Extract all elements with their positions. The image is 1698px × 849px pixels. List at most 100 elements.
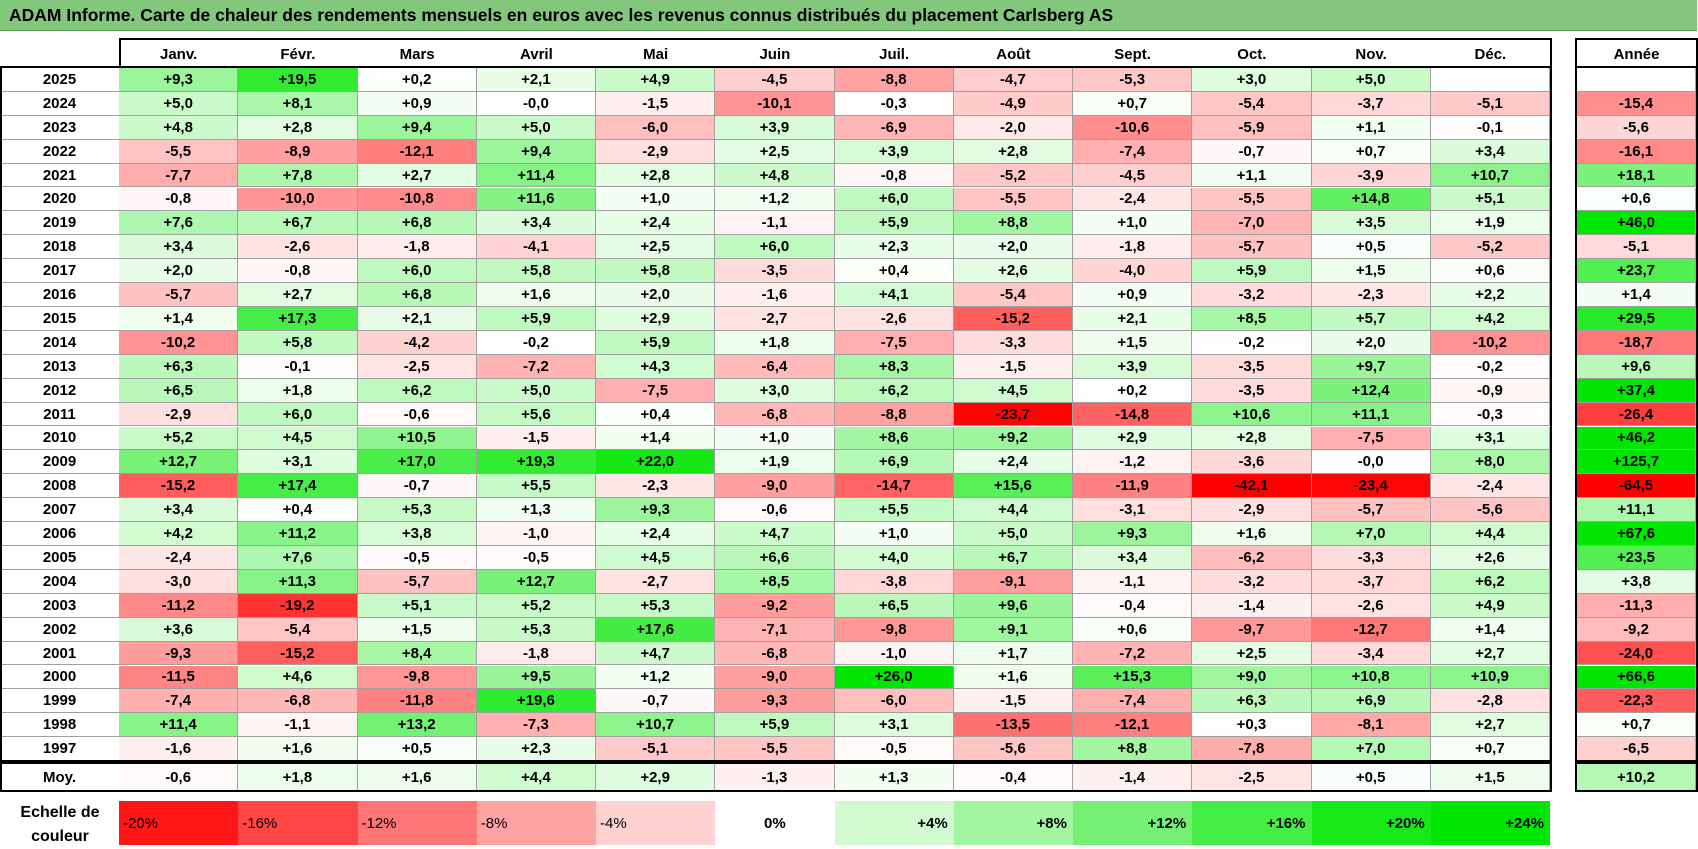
heatmap-cell: +2,7	[357, 163, 477, 188]
heatmap-cell: +9,6	[953, 593, 1073, 618]
heatmap-cell: +17,6	[596, 617, 716, 642]
column-header: Avril	[476, 40, 596, 68]
row-year-label: 1999	[0, 689, 119, 714]
heatmap-cell: -0,7	[357, 474, 477, 499]
heatmap-cell: +3,4	[119, 235, 239, 260]
annual-cell: +23,5	[1577, 546, 1696, 570]
row-year-label: 2015	[0, 307, 119, 331]
heatmap-cell: +19,5	[238, 68, 358, 92]
row-year-label: 2023	[0, 115, 119, 140]
heatmap-cell: -2,8	[1430, 689, 1550, 714]
heatmap-cell: -23,4	[1311, 474, 1431, 499]
heatmap-cell: +5,8	[238, 330, 358, 355]
heatmap-cell: -5,4	[238, 617, 358, 642]
heatmap-cell: +10,7	[1430, 163, 1550, 188]
heatmap-cell: -2,9	[119, 402, 239, 427]
heatmap-cell: +2,4	[953, 450, 1073, 475]
heatmap-cell: -23,7	[953, 402, 1073, 427]
heatmap-cell: +3,8	[357, 522, 477, 546]
heatmap-cell: -0,0	[1311, 450, 1431, 475]
annual-cell: -16,1	[1577, 139, 1696, 164]
heatmap-cell: +26,0	[834, 665, 954, 690]
row-year-label: 2013	[0, 354, 119, 379]
heatmap-cell: +14,8	[1311, 187, 1431, 212]
heatmap-cell: +9,7	[1311, 354, 1431, 379]
heatmap-cell: +5,2	[119, 426, 239, 451]
annual-cell: -5,6	[1577, 115, 1696, 140]
heatmap-cell: -10,6	[1073, 115, 1193, 140]
heatmap-cell: +6,8	[357, 211, 477, 236]
heatmap-cell: -0,5	[357, 546, 477, 570]
heatmap-cell: +15,6	[953, 474, 1073, 499]
heatmap-cell: -7,5	[596, 378, 716, 403]
heatmap-cell: +4,9	[1430, 593, 1550, 618]
column-header: Août	[953, 40, 1073, 68]
heatmap-cell: +1,6	[1192, 522, 1312, 546]
heatmap-cell: +3,1	[834, 713, 954, 738]
heatmap-cell: +7,6	[119, 211, 239, 236]
heatmap-cell: -1,5	[953, 354, 1073, 379]
heatmap-cell: +4,8	[715, 163, 835, 188]
heatmap-cell: -5,7	[357, 569, 477, 594]
heatmap-cell: +0,4	[834, 259, 954, 284]
heatmap-cell: +4,5	[953, 378, 1073, 403]
heatmap-cell: -3,3	[953, 330, 1073, 355]
average-cell: +1,5	[1430, 764, 1550, 791]
heatmap-cell: +5,0	[1311, 68, 1431, 92]
annual-cell: +46,2	[1577, 426, 1696, 451]
heatmap-cell: -0,1	[1430, 115, 1550, 140]
heatmap-cell: +5,0	[476, 378, 596, 403]
heatmap-cell: +19,3	[476, 450, 596, 475]
heatmap-cell: -8,1	[1311, 713, 1431, 738]
annual-cell: -18,7	[1577, 330, 1696, 355]
heatmap-cell: -5,5	[1192, 187, 1312, 212]
heatmap-cell: +4,7	[715, 522, 835, 546]
heatmap-cell: -5,7	[1192, 235, 1312, 260]
heatmap-cell: -9,1	[953, 569, 1073, 594]
heatmap-cell: +2,0	[953, 235, 1073, 260]
heatmap-cell: +4,2	[119, 522, 239, 546]
heatmap-cell: +9,4	[476, 139, 596, 164]
heatmap-cell: +5,9	[1192, 259, 1312, 284]
row-year-label: 2021	[0, 163, 119, 188]
heatmap-cell: +5,8	[476, 259, 596, 284]
heatmap-cell: -1,6	[119, 737, 239, 762]
heatmap-cell: +3,4	[1073, 546, 1193, 570]
row-year-label: 2007	[0, 498, 119, 523]
heatmap-cell: +6,5	[119, 378, 239, 403]
heatmap-cell: -8,9	[238, 139, 358, 164]
heatmap-cell: +2,5	[715, 139, 835, 164]
heatmap-cell: +2,1	[1073, 307, 1193, 331]
heatmap-cell: -7,2	[476, 354, 596, 379]
color-scale-step: +24%	[1430, 801, 1550, 845]
heatmap-cell: +1,9	[715, 450, 835, 475]
heatmap-cell: +0,4	[238, 498, 358, 523]
heatmap-cell: +0,9	[1073, 283, 1193, 307]
heatmap-cell: -5,2	[953, 163, 1073, 188]
average-cell: -1,4	[1073, 764, 1193, 791]
heatmap-cell: +12,4	[1311, 378, 1431, 403]
heatmap-cell: +0,2	[357, 68, 477, 92]
title-bar: ADAM Informe. Carte de chaleur des rende…	[0, 0, 1697, 31]
row-year-label: 2003	[0, 593, 119, 618]
heatmap-cell: +5,0	[953, 522, 1073, 546]
heatmap-cell: +4,6	[238, 665, 358, 690]
heatmap-cell: -7,3	[476, 713, 596, 738]
heatmap-cell: +2,6	[1430, 546, 1550, 570]
heatmap-cell: -0,7	[1192, 139, 1312, 164]
heatmap-cell: +13,2	[357, 713, 477, 738]
heatmap-cell: -1,1	[1073, 569, 1193, 594]
heatmap-cell: -4,5	[715, 68, 835, 92]
column-header: Nov.	[1311, 40, 1431, 68]
heatmap-cell: +5,5	[834, 498, 954, 523]
heatmap-cell: +5,9	[476, 307, 596, 331]
heatmap-cell: +1,2	[596, 665, 716, 690]
heatmap-cell: -10,2	[1430, 330, 1550, 355]
heatmap-cell	[1430, 68, 1550, 92]
heatmap-cell: +0,7	[1430, 737, 1550, 762]
heatmap-cell: +2,8	[953, 139, 1073, 164]
heatmap-cell: -0,2	[1192, 330, 1312, 355]
heatmap-cell: +8,0	[1430, 450, 1550, 475]
heatmap-cell: -12,1	[357, 139, 477, 164]
column-header: Janv.	[119, 40, 239, 68]
